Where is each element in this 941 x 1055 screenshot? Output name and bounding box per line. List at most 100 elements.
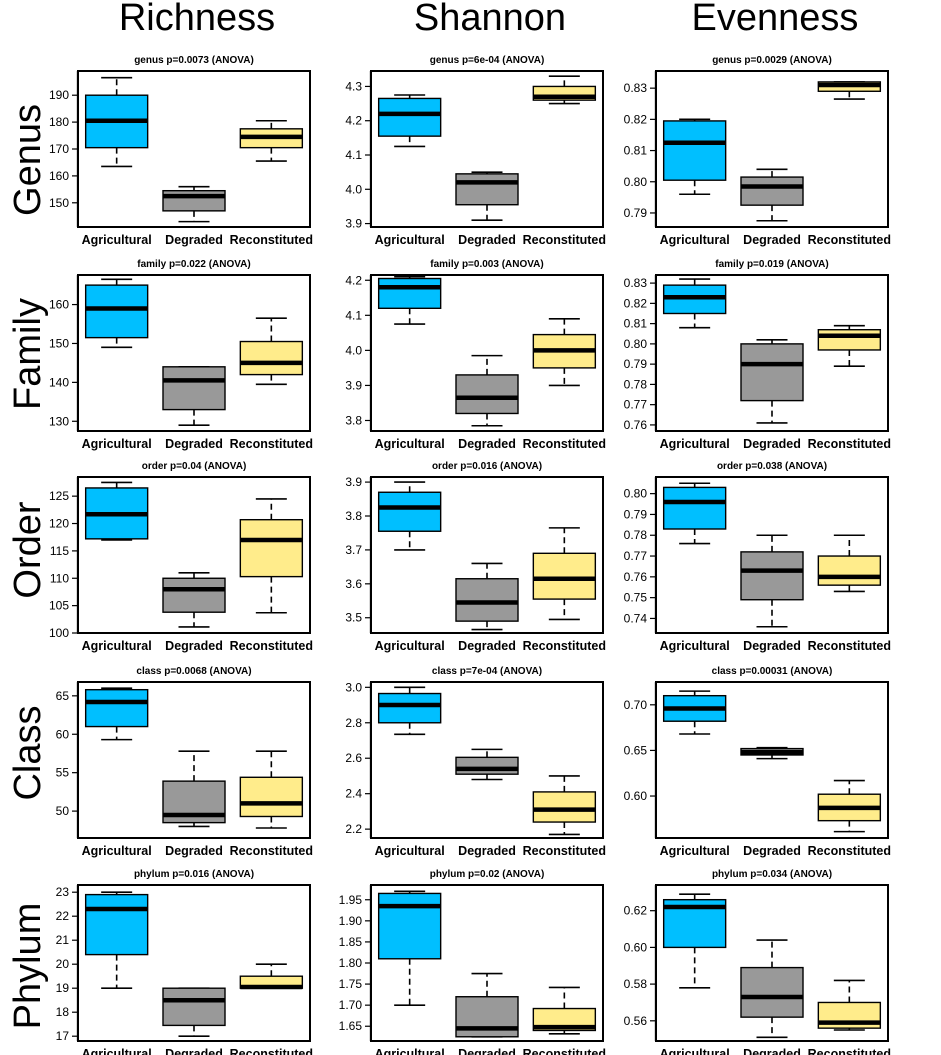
box-iqr: [817, 329, 882, 351]
y-tick-label: 2.8: [345, 716, 362, 730]
box-iqr: [455, 996, 519, 1038]
y-tick-label: 0.76: [624, 418, 648, 432]
box-agricultural: [377, 890, 442, 1006]
y-tick-label: 180: [49, 115, 69, 129]
box-degraded: [162, 366, 226, 426]
panel-phylum-shannon: phylum p=0.02 (ANOVA) 1.65 1.70 1.75 1.80 1.8…: [339, 869, 606, 1055]
y-tick-label: 22: [56, 909, 70, 923]
x-category-label: Degraded: [743, 844, 801, 858]
x-category-label: Agricultural: [660, 844, 730, 858]
y-tick-label: 1.95: [339, 893, 363, 907]
x-category-label: Agricultural: [660, 639, 730, 653]
panel-class-richness: class p=0.0068 (ANOVA) 50 55 60 65 Agricultur…: [56, 666, 313, 858]
y-tick-label: 0.80: [624, 337, 648, 351]
y-tick-label: 1.85: [339, 935, 363, 949]
y-tick-label: 3.9: [345, 378, 362, 392]
x-category-label: Reconstituted: [808, 1047, 891, 1055]
y-tick-label: 0.77: [624, 549, 648, 563]
box-iqr: [740, 551, 804, 601]
box-degraded: [162, 185, 226, 223]
y-tick-label: 0.79: [624, 507, 648, 521]
y-tick-label: 20: [56, 957, 70, 971]
box-agricultural: [84, 687, 149, 741]
box-iqr: [377, 892, 442, 960]
row-titles: Genus Family Order Class Phylum: [7, 104, 49, 1029]
y-tick-label: 0.76: [624, 570, 648, 584]
x-category-label: Reconstituted: [230, 844, 313, 858]
y-tick-label: 0.56: [624, 1014, 648, 1028]
box-reconstituted: [817, 324, 882, 367]
box-reconstituted: [817, 534, 882, 593]
x-category-label: Agricultural: [660, 233, 730, 247]
panel-frame: [77, 274, 311, 432]
row-title-order: Order: [7, 501, 49, 598]
x-category-label: Degraded: [458, 844, 516, 858]
y-tick-label: 19: [56, 981, 70, 995]
box-iqr: [84, 284, 149, 339]
y-tick-label: 0.82: [624, 112, 648, 126]
y-tick-label: 160: [49, 169, 69, 183]
y-tick-label: 0.65: [624, 743, 648, 757]
box-degraded: [455, 972, 519, 1038]
row-title-class: Class: [7, 705, 49, 800]
x-category-label: Degraded: [458, 1047, 516, 1055]
y-tick-label: 1.80: [339, 956, 363, 970]
y-tick-label: 160: [49, 298, 69, 312]
panel-frame: [655, 70, 889, 228]
panel-frame: [77, 884, 311, 1042]
box-degraded: [740, 534, 804, 628]
y-tick-label: 115: [50, 544, 69, 558]
box-iqr: [377, 97, 442, 137]
x-category-label: Reconstituted: [230, 233, 313, 247]
y-tick-label: 4.0: [345, 343, 362, 357]
panel-genus-evenness: genus p=0.0029 (ANOVA) 0.79 0.80 0.81 0.82 0.…: [624, 55, 891, 247]
box-iqr: [162, 366, 226, 411]
column-title-shannon: Shannon: [414, 0, 566, 39]
box-iqr: [817, 555, 882, 586]
y-tick-label: 0.62: [624, 904, 648, 918]
panel-frame: [370, 70, 604, 228]
y-tick-label: 170: [49, 142, 69, 156]
y-tick-label: 150: [49, 196, 69, 210]
x-category-label: Degraded: [165, 844, 223, 858]
box-iqr: [740, 343, 804, 402]
y-tick-label: 130: [49, 414, 69, 428]
y-tick-label: 18: [56, 1005, 70, 1019]
y-tick-label: 4.2: [345, 114, 362, 128]
panel-order-shannon: order p=0.016 (ANOVA) 3.5 3.6 3.7 3.8 3.9 Agri…: [345, 461, 606, 653]
box-agricultural: [662, 278, 727, 329]
y-tick-label: 2.4: [345, 787, 362, 801]
x-category-label: Reconstituted: [230, 1047, 313, 1055]
box-agricultural: [662, 118, 727, 196]
panel-title: family p=0.022 (ANOVA): [137, 259, 250, 270]
panel-phylum-evenness: phylum p=0.034 (ANOVA) 0.56 0.58 0.60 0.62 Ag…: [624, 869, 891, 1055]
y-tick-label: 4.1: [345, 148, 362, 162]
box-reconstituted: [239, 750, 304, 829]
box-agricultural: [377, 686, 442, 736]
x-category-label: Agricultural: [660, 437, 730, 451]
panel-genus-richness: genus p=0.0073 (ANOVA) 150 160 170 180 190 Agr…: [49, 55, 313, 247]
y-tick-label: 3.0: [345, 680, 362, 694]
x-category-label: Agricultural: [375, 233, 445, 247]
box-agricultural: [84, 76, 149, 168]
panel-frame: [655, 681, 889, 839]
y-tick-label: 3.9: [345, 217, 362, 231]
y-tick-label: 0.60: [624, 789, 648, 803]
x-category-label: Degraded: [165, 437, 223, 451]
panel-title: class p=7e-04 (ANOVA): [432, 666, 542, 677]
box-iqr: [662, 486, 727, 530]
panel-family-shannon: family p=0.003 (ANOVA) 3.8 3.9 4.0 4.1 4.2 Agr…: [345, 259, 606, 451]
y-tick-label: 1.75: [339, 977, 363, 991]
box-iqr: [532, 791, 597, 823]
y-tick-label: 23: [56, 885, 70, 899]
box-iqr: [740, 176, 804, 206]
x-category-label: Reconstituted: [808, 639, 891, 653]
panel-frame: [655, 476, 889, 634]
box-degraded: [455, 354, 519, 427]
box-iqr: [455, 578, 519, 622]
box-iqr: [239, 776, 304, 818]
panel-title: phylum p=0.016 (ANOVA): [134, 869, 254, 880]
x-category-label: Degraded: [458, 437, 516, 451]
panel-frame: [370, 681, 604, 839]
box-agricultural: [662, 893, 727, 989]
